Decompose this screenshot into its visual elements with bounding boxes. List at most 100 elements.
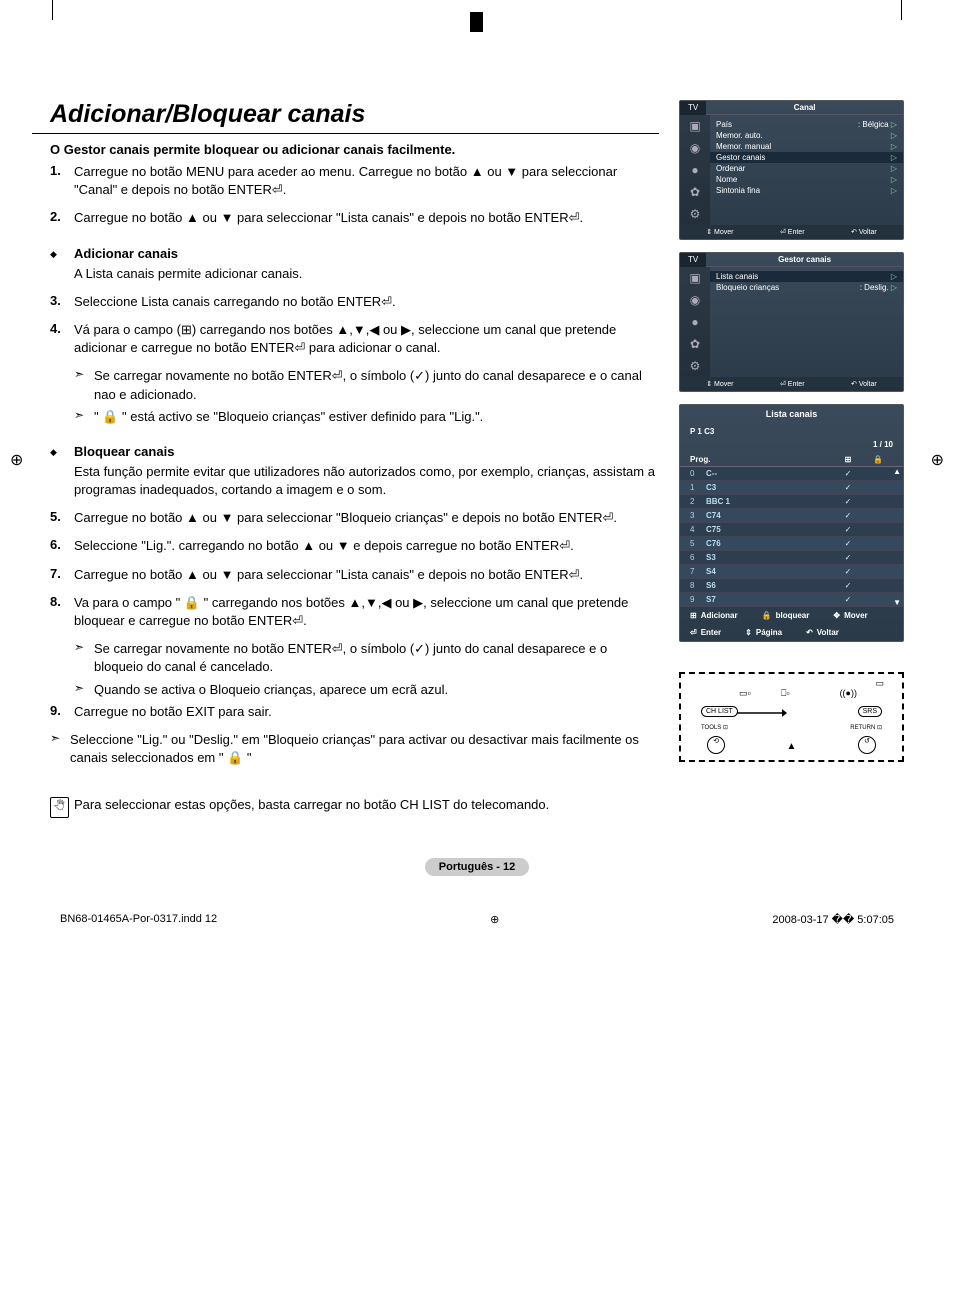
remote-small-icon: ((●)) (840, 688, 857, 698)
step-num: 4. (50, 321, 74, 357)
remote-up-arrow: ▲ (787, 741, 797, 752)
remote-small-icon: ▭▫ (739, 688, 751, 699)
bullet-icon: ◆ (50, 246, 74, 261)
subhead-label: Bloquear canais (74, 444, 174, 459)
menu-row: Memor. auto. ▷ (716, 130, 897, 141)
note-text: Se carregar novamente no botão ENTER⏎, o… (94, 640, 659, 676)
menu-row: Bloqueio crianças: Deslig. ▷ (716, 282, 897, 293)
remote-round-button: ⟲ (707, 736, 725, 754)
footer-hint: ⇕ Mover (706, 380, 733, 388)
col-prog: Prog. (690, 455, 833, 464)
tip-icon: 🖑 (50, 797, 69, 818)
step-num: 3. (50, 293, 74, 311)
action-lock: 🔒 bloquear (762, 611, 810, 620)
step-text: Carregue no botão EXIT para sair. (74, 703, 659, 721)
remote-round-button: ↺ (858, 736, 876, 754)
menu-icon-column: ▣◉●✿⚙ (680, 267, 710, 377)
page-title: Adicionar/Bloquear canais (32, 100, 659, 134)
menu-title: Canal (706, 101, 903, 115)
subhead-body: Esta função permite evitar que utilizado… (74, 463, 659, 499)
scroll-down-icon: ▼ (893, 598, 901, 607)
channel-row: 2BBC 1✓ (680, 495, 903, 509)
step-text: Vá para o campo (⊞) carregando nos botõe… (74, 321, 659, 357)
tv-tab: TV (680, 253, 706, 267)
channel-row: 4C75✓ (680, 523, 903, 537)
footer-filename: BN68-01465A-Por-0317.indd 12 (60, 913, 217, 926)
footer-timestamp: 2008-03-17 �� 5:07:05 (772, 913, 894, 926)
lista-canais-panel: Lista canais P 1 C3 1 / 10 Prog. ⊞ 🔒 ▲ 0… (679, 404, 904, 642)
channel-row: 7S4✓ (680, 565, 903, 579)
channel-row: 5C76✓ (680, 537, 903, 551)
menu-row: Sintonia fina ▷ (716, 185, 897, 196)
menu-row: Lista canais ▷ (710, 271, 903, 282)
remote-chlist-button: CH LIST (701, 706, 738, 717)
step-text: Carregue no botão ▲ ou ▼ para selecciona… (74, 509, 659, 527)
note-arrow-icon: ➣ (50, 731, 70, 767)
step-num: 9. (50, 703, 74, 721)
tv-menu-canal: TV Canal ▣◉●✿⚙ País: Bélgica ▷Memor. aut… (679, 100, 904, 240)
col-lock-icon: 🔒 (863, 455, 893, 464)
subhead-label: Adicionar canais (74, 246, 178, 261)
menu-row: Nome ▷ (716, 174, 897, 185)
action-add: ⊞ Adicionar (690, 611, 738, 620)
channel-row: 9S7✓ (680, 593, 903, 607)
step-num: 7. (50, 566, 74, 584)
remote-small-icon: ▭ (875, 678, 884, 689)
channel-row: 1C3✓ (680, 481, 903, 495)
step-num: 6. (50, 537, 74, 555)
subhead-body: A Lista canais permite adicionar canais. (74, 265, 659, 283)
action-page: ⇕ Página (745, 628, 782, 637)
step-num: 8. (50, 594, 74, 630)
tv-tab: TV (680, 101, 706, 115)
channel-row: 0C--✓ (680, 467, 903, 481)
pointer-arrow (737, 708, 787, 718)
step-text: Carregue no botão ▲ ou ▼ para selecciona… (74, 209, 659, 227)
footer-hint: ⏎ Enter (780, 228, 805, 236)
bullet-icon: ◆ (50, 444, 74, 459)
step-text: Va para o campo " 🔒 " carregando nos bot… (74, 594, 659, 630)
list-counter: 1 / 10 (680, 440, 903, 453)
page-number: Português - 12 (425, 858, 529, 876)
step-num: 1. (50, 163, 74, 199)
footer-hint: ⏎ Enter (780, 380, 805, 388)
note-text: Seleccione "Lig." ou "Deslig." em "Bloqu… (70, 731, 659, 767)
menu-row: Ordenar ▷ (716, 163, 897, 174)
menu-row: Gestor canais ▷ (710, 152, 903, 163)
registration-mark: ⊕ (470, 12, 483, 32)
list-title: Lista canais (680, 405, 903, 423)
channel-row: 6S3✓ (680, 551, 903, 565)
final-note-text: Para seleccionar estas opções, basta car… (74, 797, 549, 818)
step-num: 2. (50, 209, 74, 227)
footer-hint: ⇕ Mover (706, 228, 733, 236)
col-add-icon: ⊞ (833, 455, 863, 464)
remote-srs-button: SRS (858, 706, 882, 717)
remote-tools-label: TOOLS ⊡ (701, 724, 728, 731)
menu-icon-column: ▣◉●✿⚙ (680, 115, 710, 225)
menu-title: Gestor canais (706, 253, 903, 267)
footer-hint: ↶ Voltar (851, 380, 877, 388)
registration-mark: ⊕ (10, 450, 23, 470)
remote-diagram: CH LIST SRS TOOLS ⊡ RETURN ⊡ ⟲ ↺ ▲ ▭▫ ⎕▫… (679, 672, 904, 762)
registration-mark: ⊕ (490, 913, 499, 926)
note-arrow-icon: ➣ (74, 408, 94, 426)
intro-text: O Gestor canais permite bloquear ou adic… (50, 142, 659, 157)
remote-return-label: RETURN ⊡ (850, 724, 882, 731)
step-text: Carregue no botão ▲ ou ▼ para selecciona… (74, 566, 659, 584)
menu-row: Memor. manual ▷ (716, 141, 897, 152)
step-text: Seleccione "Lig.". carregando no botão ▲… (74, 537, 659, 555)
note-text: " 🔒 " está activo se "Bloqueio crianças"… (94, 408, 659, 426)
note-text: Se carregar novamente no botão ENTER⏎, o… (94, 367, 659, 403)
registration-mark: ⊕ (931, 450, 944, 470)
scroll-up-icon: ▲ (893, 467, 901, 476)
note-arrow-icon: ➣ (74, 640, 94, 676)
step-text: Seleccione Lista canais carregando no bo… (74, 293, 659, 311)
channel-row: 3C74✓ (680, 509, 903, 523)
channel-row: 8S6✓ (680, 579, 903, 593)
tv-menu-gestor: TV Gestor canais ▣◉●✿⚙ Lista canais ▷Blo… (679, 252, 904, 392)
remote-small-icon: ⎕▫ (781, 688, 790, 699)
menu-row: País: Bélgica ▷ (716, 119, 897, 130)
note-arrow-icon: ➣ (74, 367, 94, 403)
action-enter: ⏎ Enter (690, 628, 721, 637)
step-text: Carregue no botão MENU para aceder ao me… (74, 163, 659, 199)
action-back: ↶ Voltar (806, 628, 839, 637)
